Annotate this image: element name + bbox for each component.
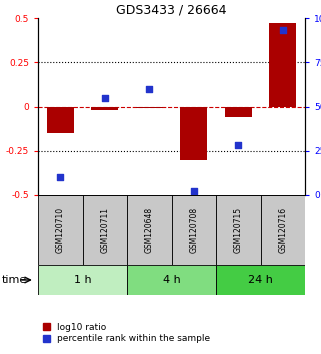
Text: 24 h: 24 h bbox=[248, 275, 273, 285]
Text: time: time bbox=[2, 275, 27, 285]
Bar bbox=[269, 23, 296, 107]
Point bbox=[280, 28, 285, 33]
Bar bbox=[38, 195, 82, 265]
Bar bbox=[91, 107, 118, 110]
Bar bbox=[127, 265, 216, 295]
Text: GSM120716: GSM120716 bbox=[278, 207, 287, 253]
Point bbox=[236, 143, 241, 148]
Bar bbox=[225, 107, 252, 117]
Bar bbox=[47, 107, 74, 133]
Title: GDS3433 / 26664: GDS3433 / 26664 bbox=[116, 4, 227, 17]
Bar bbox=[82, 195, 127, 265]
Bar bbox=[171, 195, 216, 265]
Point bbox=[147, 86, 152, 92]
Text: GSM120711: GSM120711 bbox=[100, 207, 109, 253]
Text: 4 h: 4 h bbox=[163, 275, 180, 285]
Point bbox=[58, 175, 63, 180]
Point bbox=[191, 189, 196, 194]
Point bbox=[102, 95, 107, 101]
Text: GSM120710: GSM120710 bbox=[56, 207, 65, 253]
Legend: log10 ratio, percentile rank within the sample: log10 ratio, percentile rank within the … bbox=[42, 322, 210, 343]
Text: GSM120648: GSM120648 bbox=[145, 207, 154, 253]
Text: 1 h: 1 h bbox=[74, 275, 91, 285]
Bar bbox=[180, 107, 207, 160]
Bar bbox=[38, 265, 127, 295]
Bar bbox=[216, 265, 305, 295]
Text: GSM120715: GSM120715 bbox=[234, 207, 243, 253]
Bar bbox=[261, 195, 305, 265]
Bar bbox=[127, 195, 171, 265]
Text: GSM120708: GSM120708 bbox=[189, 207, 198, 253]
Bar bbox=[136, 107, 163, 108]
Bar bbox=[216, 195, 261, 265]
